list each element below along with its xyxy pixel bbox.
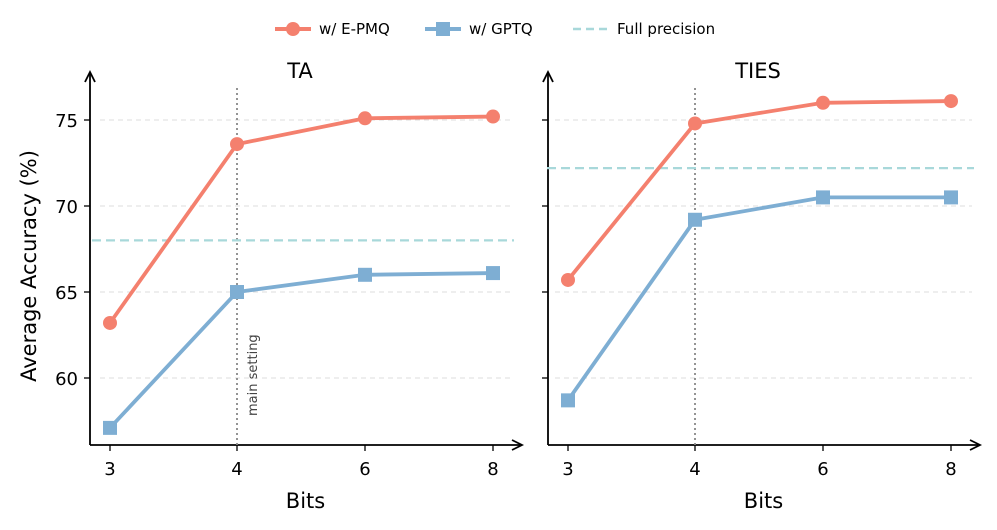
data-point-gptq bbox=[944, 190, 958, 205]
legend-marker-square bbox=[436, 22, 450, 36]
x-tick-label: 8 bbox=[487, 459, 498, 480]
data-point-gptq bbox=[816, 190, 830, 205]
x-tick-label: 4 bbox=[231, 459, 242, 480]
data-point-gptq bbox=[561, 393, 575, 408]
y-axis-label: Average Accuracy (%) bbox=[17, 150, 41, 382]
legend-label: Full precision bbox=[617, 20, 715, 38]
data-point-e-pmq bbox=[358, 111, 372, 126]
legend-entry: w/ E-PMQ bbox=[275, 20, 390, 38]
x-tick-label: 6 bbox=[359, 459, 370, 480]
legend-marker-circle bbox=[286, 22, 300, 36]
data-point-e-pmq bbox=[230, 137, 244, 152]
series-line-gptq bbox=[108, 271, 494, 430]
x-tick-label: 3 bbox=[104, 459, 115, 480]
y-tick-label: 70 bbox=[55, 197, 78, 218]
legend-label: w/ E-PMQ bbox=[319, 20, 390, 38]
y-tick-label: 75 bbox=[55, 111, 78, 132]
data-point-e-pmq bbox=[688, 116, 702, 131]
panel-title: TIES bbox=[734, 59, 781, 83]
data-point-e-pmq bbox=[486, 109, 500, 124]
data-point-e-pmq bbox=[816, 95, 830, 110]
series-line-e-pmq bbox=[566, 99, 952, 282]
legend: w/ E-PMQ w/ GPTQ Full precision bbox=[275, 20, 715, 38]
panel-title: TA bbox=[286, 59, 313, 83]
data-point-gptq bbox=[230, 285, 244, 299]
data-point-gptq bbox=[103, 420, 117, 435]
data-point-gptq bbox=[358, 267, 372, 282]
legend-entry: Full precision bbox=[573, 20, 715, 38]
y-tick-label: 60 bbox=[55, 369, 78, 390]
data-point-e-pmq bbox=[561, 272, 575, 287]
series-line-e-pmq bbox=[108, 114, 494, 325]
y-axis-arrow bbox=[84, 69, 96, 83]
data-point-e-pmq bbox=[103, 315, 117, 330]
y-tick-label: 65 bbox=[55, 283, 78, 304]
x-tick-label: 8 bbox=[945, 459, 956, 480]
x-axis-arrow bbox=[511, 439, 525, 451]
series-line-gptq bbox=[566, 195, 951, 402]
x-axis-label: Bits bbox=[286, 489, 325, 513]
panel-ties: TIES 3 4 6 8 Bits bbox=[542, 59, 983, 513]
data-point-e-pmq bbox=[944, 94, 958, 109]
legend-label: w/ GPTQ bbox=[469, 20, 533, 38]
x-tick-label: 3 bbox=[562, 459, 573, 480]
main-setting-label: main setting bbox=[246, 334, 261, 416]
x-tick-label: 4 bbox=[689, 459, 700, 480]
y-axis-arrow bbox=[542, 69, 554, 83]
data-point-gptq bbox=[688, 212, 702, 227]
panel-ta: TA 60 65 70 75 3 4 6 8 Bits main setting bbox=[55, 59, 525, 513]
x-axis-label: Bits bbox=[744, 489, 783, 513]
data-point-gptq bbox=[486, 266, 500, 281]
legend-entry: w/ GPTQ bbox=[425, 20, 533, 38]
x-axis-arrow bbox=[969, 439, 983, 451]
x-tick-label: 6 bbox=[817, 459, 828, 480]
